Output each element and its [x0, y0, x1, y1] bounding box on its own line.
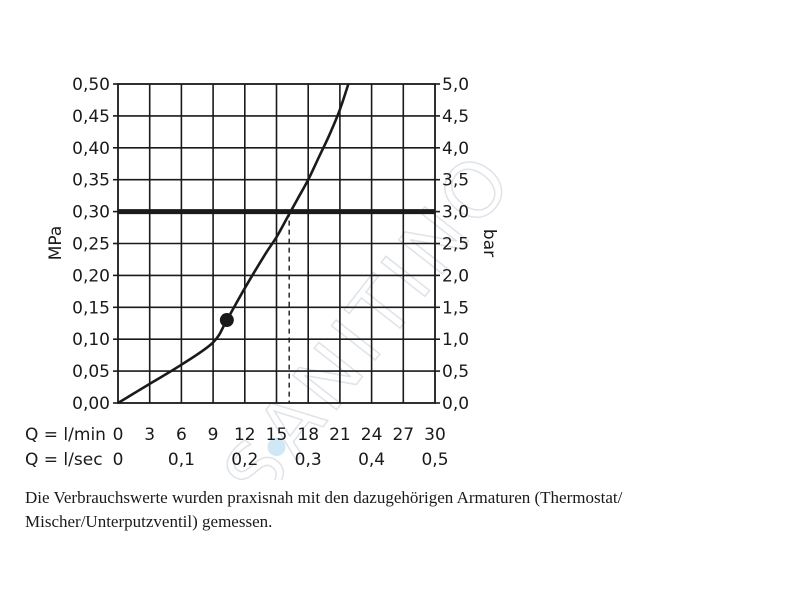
x-lmin-tick-label: 6 — [176, 425, 187, 445]
x-lmin-tick-label: 0 — [113, 425, 124, 445]
flow-pressure-curve — [117, 83, 350, 405]
x-lmin-tick-label: 21 — [329, 425, 351, 445]
x-lmin-tick-label: 3 — [144, 425, 155, 445]
measurement-note: Die Verbrauchswerte wurden praxisnah mit… — [25, 488, 623, 531]
marker-point — [219, 313, 234, 328]
right-y-tick-label: 5,0 — [442, 75, 469, 95]
x-lsec-tick-label: 0,1 — [168, 450, 195, 470]
x-lmin-tick-label: 24 — [361, 425, 383, 445]
x-lmin-tick-label: 18 — [297, 425, 319, 445]
left-y-tick-label: 0,50 — [72, 75, 110, 95]
curve-layer — [117, 83, 350, 405]
left-y-tick-label: 0,00 — [72, 394, 110, 414]
x-lsec-tick-label: 0,5 — [421, 450, 448, 470]
left-y-tick-label: 0,35 — [72, 171, 110, 191]
right-y-tick-label: 2,0 — [442, 266, 469, 286]
left-y-tick-label: 0,30 — [72, 203, 110, 223]
right-y-tick-label: 4,5 — [442, 107, 469, 127]
reference-layer — [118, 209, 435, 403]
right-y-axis-title: bar — [479, 229, 499, 257]
left-y-tick-label: 0,15 — [72, 298, 110, 318]
highlight-dot — [267, 438, 286, 456]
x-lsec-tick-label: 0 — [113, 450, 124, 470]
x-lmin-tick-label: 9 — [208, 425, 219, 445]
label-layer: 0,000,050,100,150,200,250,300,350,400,45… — [25, 75, 499, 470]
frame-layer — [113, 83, 440, 404]
left-y-tick-label: 0,40 — [72, 139, 110, 159]
left-y-axis-title: MPa — [46, 226, 66, 261]
left-y-tick-label: 0,05 — [72, 362, 110, 382]
x-lsec-tick-label: 0,3 — [295, 450, 322, 470]
x-lsec-tick-label: 0,2 — [231, 450, 258, 470]
x-lsec-axis-title: Q = l/sec — [25, 450, 103, 470]
right-y-tick-label: 2,5 — [442, 235, 469, 255]
right-y-tick-label: 3,5 — [442, 171, 469, 191]
right-y-tick-label: 0,0 — [442, 394, 469, 414]
right-y-tick-label: 0,5 — [442, 362, 469, 382]
right-y-tick-label: 1,0 — [442, 330, 469, 350]
x-lsec-tick-label: 0,4 — [358, 450, 385, 470]
left-y-tick-label: 0,25 — [72, 235, 110, 255]
left-y-tick-label: 0,20 — [72, 266, 110, 286]
x-lmin-tick-label: 12 — [234, 425, 256, 445]
x-lmin-tick-label: 15 — [266, 425, 288, 445]
left-y-tick-label: 0,10 — [72, 330, 110, 350]
right-y-tick-label: 1,5 — [442, 298, 469, 318]
right-y-tick-label: 3,0 — [442, 203, 469, 223]
x-lmin-axis-title: Q = l/min — [25, 425, 106, 445]
x-lmin-tick-label: 30 — [424, 425, 446, 445]
right-y-tick-label: 4,0 — [442, 139, 469, 159]
pressure-flow-chart: SANITINO 0,000,050,100,150,200,250,300,3… — [25, 75, 532, 480]
x-lmin-tick-label: 27 — [392, 425, 414, 445]
left-y-tick-label: 0,45 — [72, 107, 110, 127]
